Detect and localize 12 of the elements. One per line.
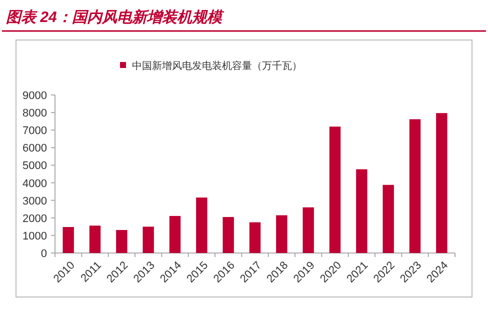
y-tick-label: 1000	[22, 230, 47, 242]
y-tick-label: 6000	[22, 142, 47, 155]
y-tick-label: 3000	[22, 195, 47, 208]
y-tick-label: 8000	[22, 108, 47, 120]
y-tick-label: 5000	[22, 160, 47, 172]
y-tick-label: 7000	[22, 125, 47, 138]
y-tick-label: 9000	[22, 90, 47, 102]
y-tick-label: 2000	[22, 212, 47, 225]
y-tick-label: 0	[40, 248, 47, 260]
y-tick-label: 4000	[22, 178, 47, 190]
legend-label: 中国新增风电发电装机容量（万千瓦）	[132, 60, 302, 72]
title: 图表 24：国内风电新增装机规模	[6, 9, 222, 26]
